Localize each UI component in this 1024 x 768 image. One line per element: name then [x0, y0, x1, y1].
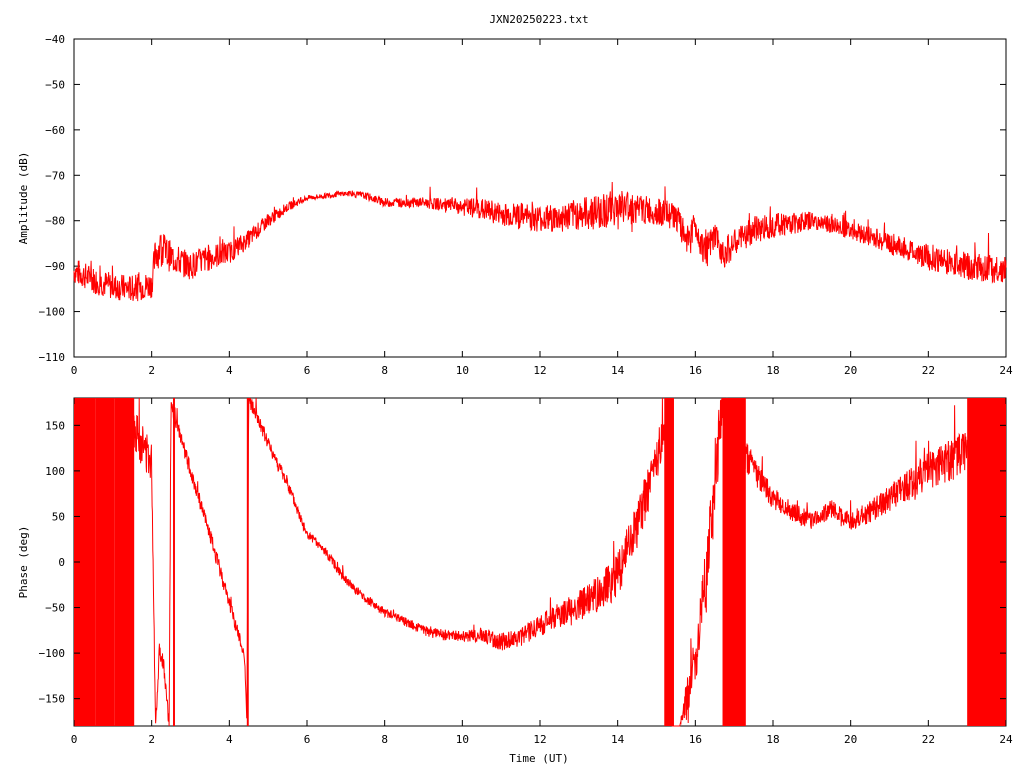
phase-y-tick-label: 0: [58, 556, 65, 569]
amplitude-x-tick-label: 18: [766, 364, 779, 377]
phase-x-tick-label: 2: [148, 733, 155, 746]
amplitude-x-tick-label: 14: [611, 364, 625, 377]
x-axis-label: Time (UT): [509, 752, 569, 765]
amplitude-x-tick-label: 8: [381, 364, 388, 377]
amplitude-y-tick-label: −50: [45, 78, 65, 91]
amplitude-x-tick-label: 2: [148, 364, 155, 377]
phase-y-tick-label: −50: [45, 602, 65, 615]
phase-wrap-band: [74, 398, 96, 726]
phase-wrap-band: [967, 398, 1006, 726]
phase-wrap-band: [114, 398, 135, 726]
phase-series-line: [131, 397, 968, 727]
phase-wrap-bands: [74, 398, 1006, 726]
amplitude-x-tick-label: 6: [304, 364, 311, 377]
phase-x-tick-label: 8: [381, 733, 388, 746]
phase-x-tick-label: 20: [844, 733, 857, 746]
phase-x-tick-label: 18: [766, 733, 779, 746]
phase-wrap-band: [95, 398, 115, 726]
amplitude-y-tick-label: −110: [39, 351, 66, 364]
phase-plot-frame: [73, 397, 1007, 727]
amplitude-y-tick-label: −80: [45, 215, 65, 228]
amplitude-y-tick-label: −60: [45, 124, 65, 137]
phase-x-tick-label: 24: [999, 733, 1013, 746]
amplitude-series-line: [73, 181, 1007, 302]
amplitude-y-tick-label: −100: [39, 306, 66, 319]
phase-wrap-band: [722, 398, 746, 726]
amplitude-plot-frame: [73, 38, 1007, 358]
amplitude-panel: −40−50−60−70−80−90−100−110 0 2 4 6 8 10 12 14 16…: [17, 33, 1013, 377]
amplitude-x-tick-label: 24: [999, 364, 1013, 377]
amplitude-x-tick-label: 10: [456, 364, 469, 377]
phase-y-tick-label: 50: [52, 510, 65, 523]
amplitude-x-axis: 0 2 4 6 8 10 12 14 16 18 20 22 24: [71, 39, 1013, 377]
phase-x-tick-label: 6: [304, 733, 311, 746]
phase-x-tick-label: 22: [922, 733, 935, 746]
phase-x-tick-label: 16: [689, 733, 702, 746]
phase-y-tick-label: 150: [45, 419, 65, 432]
phase-y-axis: 150 100 50 0 −50 −100 −150: [39, 419, 1006, 706]
amplitude-x-tick-label: 12: [533, 364, 546, 377]
amplitude-y-tick-label: −70: [45, 169, 65, 182]
amplitude-x-tick-label: 22: [922, 364, 935, 377]
amplitude-y-axis: −40 −50 −60 −70 −80 −90 −100 −110: [39, 33, 1006, 364]
phase-x-tick-label: 4: [226, 733, 233, 746]
phase-y-axis-label: Phase (deg): [17, 526, 30, 599]
amplitude-y-tick-label: −90: [45, 260, 65, 273]
amplitude-x-tick-label: 20: [844, 364, 857, 377]
phase-y-tick-label: −100: [39, 647, 66, 660]
chart-title: JXN20250223.txt: [489, 13, 588, 26]
phase-x-tick-label: 12: [533, 733, 546, 746]
phase-x-axis: 0 2 4 6 8 10 12 14 16 18 20 22 24: [71, 398, 1013, 746]
amplitude-y-tick-label: −40: [45, 33, 65, 46]
phase-wrap-band: [173, 398, 175, 726]
phase-wrap-band: [664, 398, 674, 726]
phase-x-tick-label: 14: [611, 733, 625, 746]
phase-x-tick-label: 0: [71, 733, 78, 746]
phase-x-tick-label: 10: [456, 733, 469, 746]
phase-y-tick-label: −150: [39, 693, 66, 706]
amplitude-x-tick-label: 4: [226, 364, 233, 377]
phase-y-tick-label: 100: [45, 465, 65, 478]
amplitude-x-tick-label: 16: [689, 364, 702, 377]
amplitude-x-tick-label: 0: [71, 364, 78, 377]
amplitude-y-axis-label: Amplitude (dB): [17, 152, 30, 245]
